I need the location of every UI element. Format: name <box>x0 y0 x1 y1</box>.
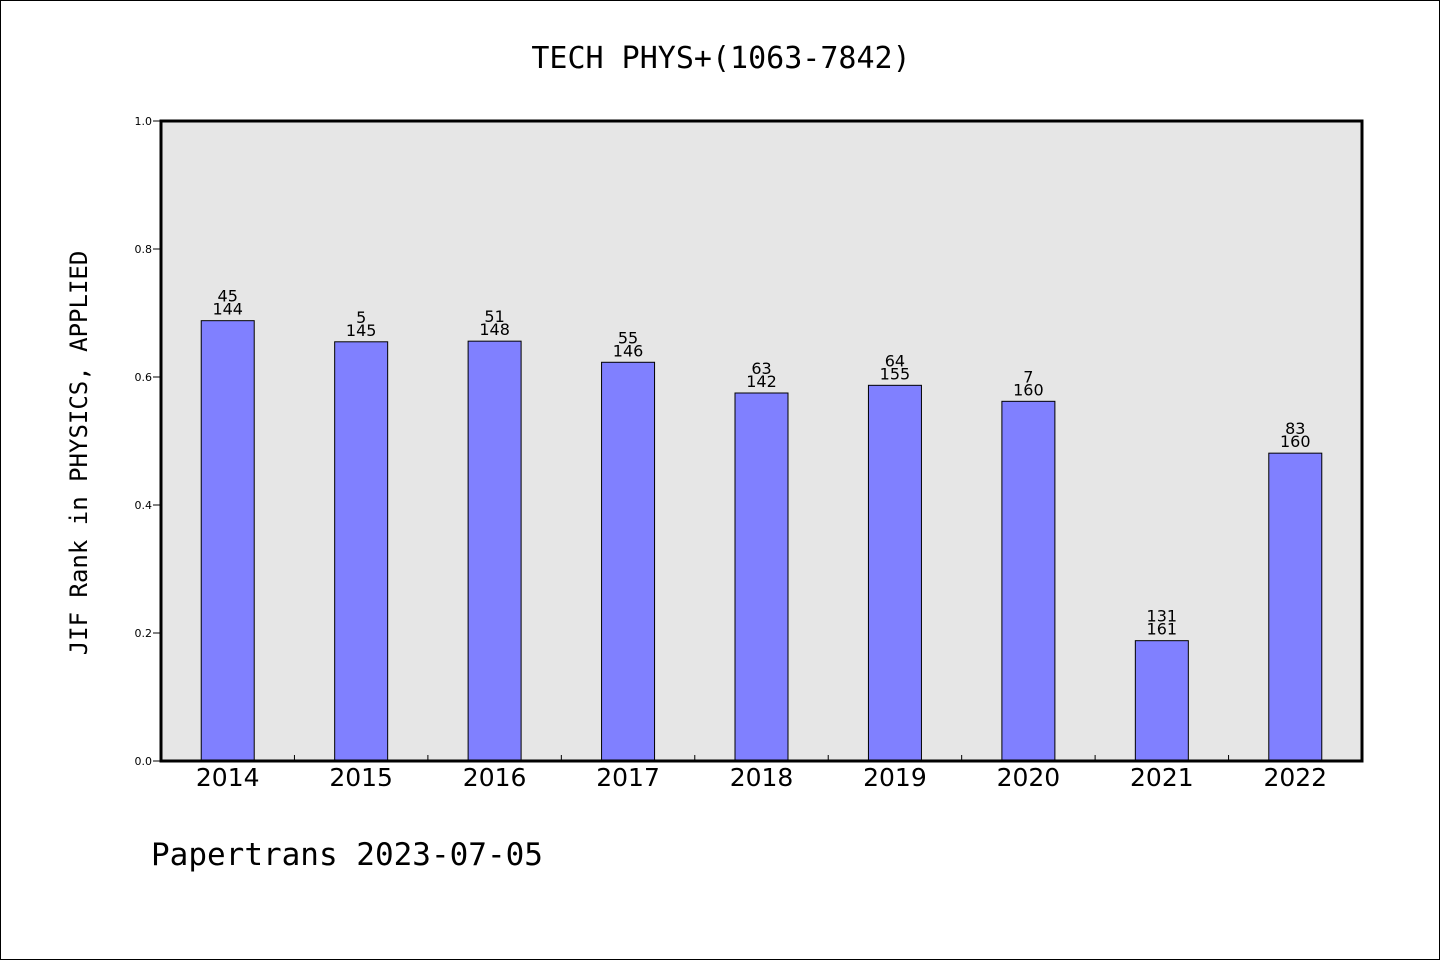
bar-total-label: 144 <box>212 300 243 319</box>
x-tick-label: 2017 <box>596 763 660 792</box>
bar-2022 <box>1268 452 1323 762</box>
bar-2019 <box>867 384 922 762</box>
bar-2018 <box>734 392 789 762</box>
x-tick-label: 2015 <box>329 763 393 792</box>
y-tick-label: 0.0 <box>135 755 153 768</box>
plot-border <box>159 119 1364 763</box>
bar-total-label: 161 <box>1147 620 1178 639</box>
bar-total-label: 145 <box>346 321 377 340</box>
bar-2016 <box>467 340 522 762</box>
bar-total-label: 160 <box>1280 432 1311 451</box>
bar-rank-label: 131 <box>1147 607 1178 626</box>
x-tick-label: 2014 <box>196 763 260 792</box>
bar-rank-label: 55 <box>618 328 638 347</box>
bar-total-label: 148 <box>479 320 510 339</box>
x-tick-label: 2016 <box>463 763 527 792</box>
bar-rank-label: 45 <box>218 287 238 306</box>
chart-title: TECH PHYS+(1063-7842) <box>531 41 910 76</box>
bar-rank-label: 83 <box>1285 419 1305 438</box>
footer-watermark: Papertrans 2023-07-05 <box>151 837 543 873</box>
bar-2021 <box>1134 640 1189 762</box>
bar-total-label: 160 <box>1013 380 1044 399</box>
bars <box>200 320 1323 762</box>
x-tick-label: 2019 <box>863 763 927 792</box>
bar-rank-label: 51 <box>484 307 504 326</box>
bar-total-label: 146 <box>613 341 644 360</box>
bar-total-label: 155 <box>880 364 911 383</box>
x-tick-label: 2018 <box>730 763 794 792</box>
bar-rank-label: 64 <box>885 351 905 370</box>
y-tick-label: 0.6 <box>135 371 153 384</box>
x-tick-label: 2021 <box>1130 763 1194 792</box>
y-tick-label: 0.8 <box>135 243 153 256</box>
bar-2017 <box>601 361 656 762</box>
bar-total-label: 142 <box>746 372 777 391</box>
bar-2020 <box>1001 400 1056 762</box>
bar-2014 <box>200 320 255 762</box>
y-axis-label: JIF Rank in PHYSICS, APPLIED <box>65 251 93 656</box>
axis-ticks: 0.0 0.2 0.4 0.6 0.8 1.0 <box>135 115 1230 768</box>
y-tick-label: 0.4 <box>135 499 153 512</box>
x-tick-label: 2020 <box>997 763 1061 792</box>
bar-rank-label: 5 <box>356 308 366 327</box>
bar-rank-label: 7 <box>1023 367 1033 386</box>
y-tick-label: 0.2 <box>135 627 153 640</box>
x-tick-label: 2022 <box>1263 763 1327 792</box>
bar-2015 <box>334 341 389 762</box>
y-tick-label: 1.0 <box>135 115 153 128</box>
bar-rank-label: 63 <box>751 359 771 378</box>
